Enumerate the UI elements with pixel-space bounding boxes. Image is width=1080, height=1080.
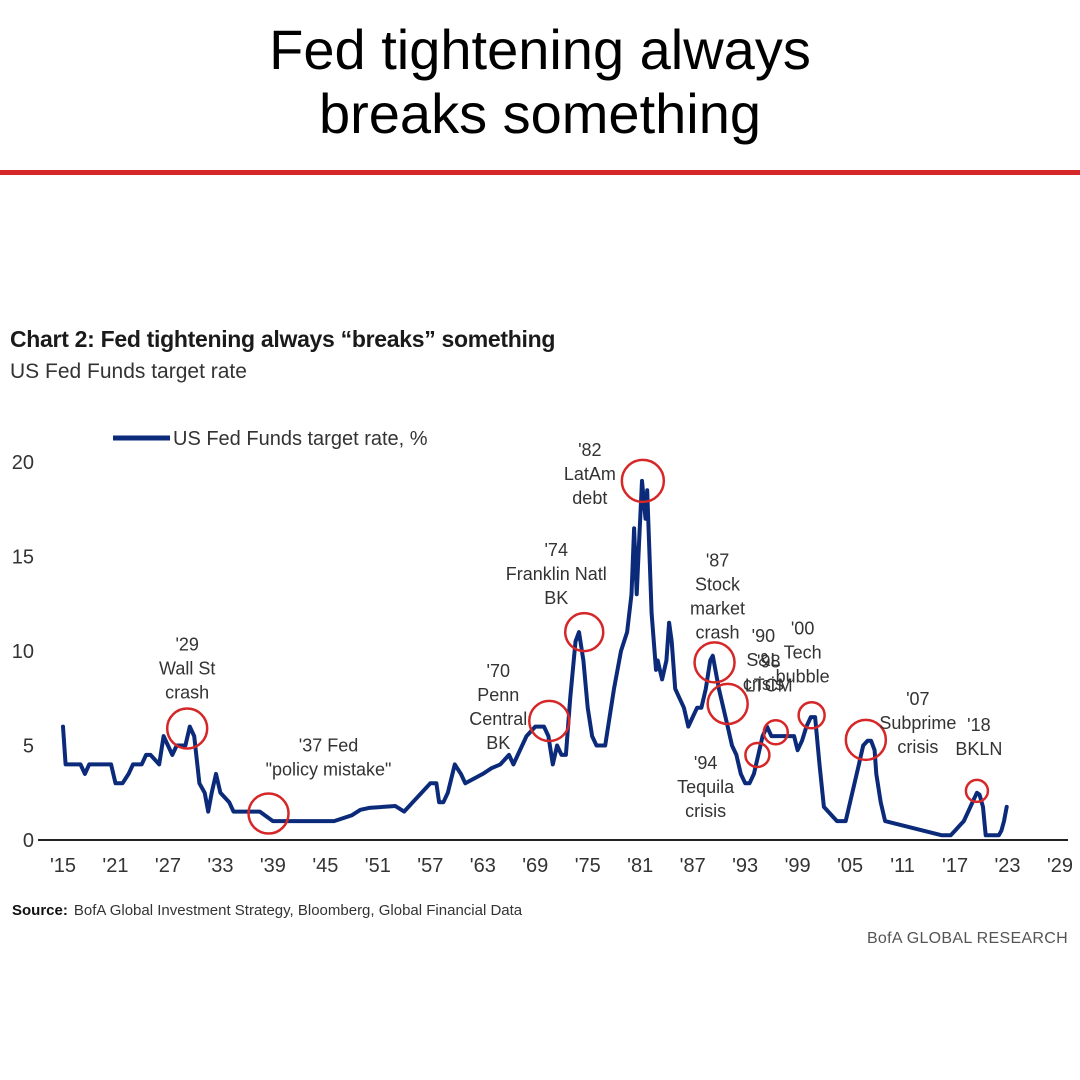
x-tick-label: '57 [417,855,443,877]
x-tick-label: '29 [1047,855,1073,877]
event-circle [247,792,290,835]
event-circle [744,741,771,769]
annotation-label: crisis [743,674,784,694]
y-tick-label: 0 [23,830,34,852]
annotation-label: '18 [967,715,990,735]
annotation-label: '87 [706,550,729,570]
x-tick-label: '99 [785,855,811,877]
chart-title: Chart 2: Fed tightening always “breaks” … [10,326,556,352]
annotation-label: Penn [477,685,519,705]
event-circle [797,701,826,730]
annotation-label: Stock [695,574,741,594]
x-tick-label: '69 [522,855,548,877]
annotation-label: BK [486,733,510,753]
event-circle [563,611,605,653]
annotation-label: "policy mistake" [266,760,392,780]
x-tick-label: '27 [155,855,181,877]
source-text: BofA Global Investment Strategy, Bloombe… [73,902,523,919]
x-tick-label: '11 [890,855,915,877]
event-circle [844,718,888,762]
annotation-label: '29 [175,634,198,654]
x-tick-label: '93 [732,855,758,877]
event-circle [964,778,990,804]
event-circle [165,707,209,750]
x-tick-label: '17 [942,855,968,877]
annotation-label: S&L [746,650,780,670]
y-tick-label: 10 [12,641,34,663]
annotation-label: '90 [752,626,775,646]
event-circle [693,641,736,684]
brand-mark: BofA GLOBAL RESEARCH [866,930,1068,947]
y-tick-label: 15 [12,547,34,569]
annotation-label: Tech [784,642,822,662]
series-line [61,478,1009,838]
chart-subtitle: US Fed Funds target rate [10,360,247,383]
event-circle [762,719,790,746]
annotation-label: '70 [487,661,510,681]
annotation-label: crisis [897,737,938,757]
x-tick-label: '51 [365,855,391,877]
x-tick-label: '21 [102,855,128,877]
annotation-label: crash [165,682,209,702]
event-circle [528,699,571,743]
x-tick-label: '15 [50,855,76,877]
headline: Fed tightening always breaks something [0,18,1080,146]
headline-line-1: Fed tightening always [269,18,811,81]
source-label: Source: [12,902,68,919]
event-circle [620,458,666,504]
x-tick-label: '75 [575,855,601,877]
x-tick-label: '45 [312,855,338,877]
annotation-label: LatAm [564,464,616,484]
legend-label: US Fed Funds target rate, % [173,428,428,450]
annotation-label: BKLN [955,739,1002,759]
annotation-label: '94 [694,753,717,773]
headline-divider [0,170,1080,175]
annotation-label: '82 [578,440,601,460]
x-tick-label: '87 [680,855,706,877]
x-tick-label: '39 [260,855,286,877]
annotation-label: Tequila [677,777,735,797]
source-note: Source: BofA Global Investment Strategy, … [12,902,522,919]
annotation-label: LTCM [745,675,793,695]
headline-line-2: breaks something [318,82,761,145]
annotation-label: market [690,598,745,618]
x-tick-label: '63 [470,855,496,877]
x-tick-label: '81 [627,855,653,877]
annotation-label: Franklin Natl [506,564,607,584]
annotation-label: Subprime [879,713,956,733]
annotation-label: bubble [776,666,830,686]
annotation-label: crash [696,622,740,642]
annotation-label: '37 Fed [299,736,358,756]
annotation-label: BK [544,588,568,608]
annotation-label: '00 [791,618,814,638]
annotation-label: '98 [757,651,780,671]
annotation-label: Central [469,709,527,729]
y-tick-label: 20 [12,452,34,474]
event-circle [706,682,749,726]
annotation-label: crisis [685,801,726,821]
annotation-label: Wall St [159,658,215,678]
annotation-label: '07 [906,689,929,709]
fed-funds-chart: '15 '21 '27 '33 '39 '45 '51 '57 '63 '69 '75 '81 '87 '… [12,428,1073,877]
annotation-label: debt [572,488,607,508]
annotation-label: '74 [545,540,568,560]
x-tick-label: '33 [207,855,233,877]
x-tick-label: '23 [994,855,1020,877]
y-tick-label: 5 [23,736,34,758]
x-tick-label: '05 [837,855,863,877]
